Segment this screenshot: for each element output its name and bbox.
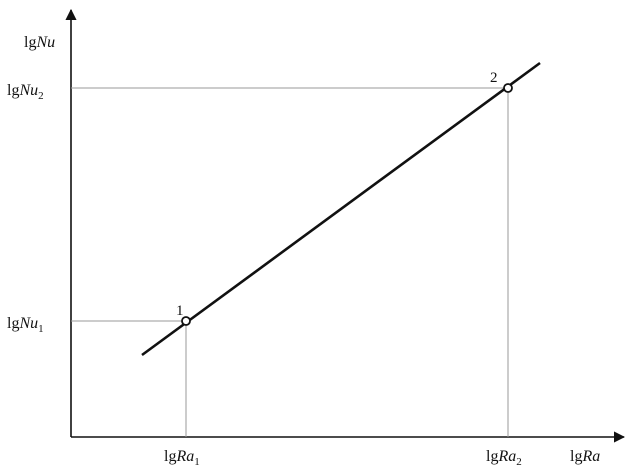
y-tick-label-1: lgNu1: [7, 315, 44, 335]
point-2-label: 2: [490, 70, 498, 86]
y-axis-label: lgNu: [24, 34, 55, 51]
x-tick-label-1: lgRa1: [164, 448, 200, 465]
x-axis-label: lgRa: [570, 448, 600, 465]
point-2-marker: [503, 83, 513, 93]
x-tick-label-2: lgRa2: [486, 448, 522, 465]
y-tick-label-2: lgNu2: [7, 82, 44, 102]
correlation-line: [141, 61, 541, 357]
point-1-marker: [181, 316, 191, 326]
point-1-label: 1: [176, 303, 184, 319]
